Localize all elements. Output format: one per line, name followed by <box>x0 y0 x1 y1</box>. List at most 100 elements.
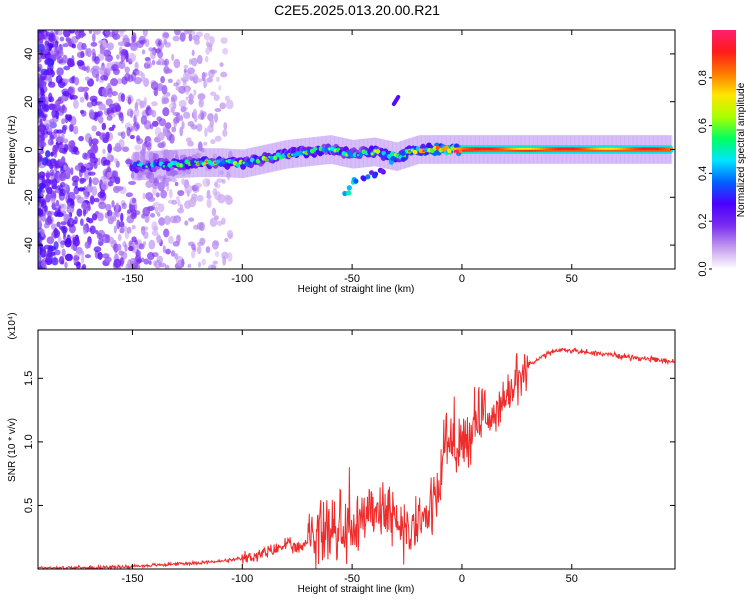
noise-speckle <box>89 225 96 235</box>
ridge-core-cell <box>551 147 555 150</box>
noise-speckle <box>151 120 159 127</box>
noise-speckle <box>172 35 180 42</box>
noise-speckle <box>181 178 185 185</box>
ridge-core <box>179 164 183 167</box>
noise-speckle <box>191 57 198 67</box>
noise-speckle <box>79 218 84 226</box>
noise-speckle <box>73 186 80 195</box>
ridge-core-cell <box>591 147 594 150</box>
noise-speckle <box>143 258 150 265</box>
noise-speckle <box>63 90 69 96</box>
noise-speckle <box>126 226 132 234</box>
noise-speckle <box>113 34 119 41</box>
ridge-core-cell <box>534 147 537 150</box>
noise-speckle <box>214 113 218 123</box>
spectrogram-y-axis: -40 -20 0 20 40 <box>23 48 675 253</box>
noise-speckle <box>102 253 110 259</box>
noise-speckle <box>38 232 42 243</box>
noise-speckle <box>161 31 170 40</box>
noise-speckle <box>126 126 131 137</box>
noise-speckle <box>203 141 208 146</box>
noise-speckle <box>211 207 217 217</box>
noise-speckle <box>181 258 185 268</box>
ridge-core <box>145 165 149 168</box>
ridge-core-cell <box>635 147 638 150</box>
noise-speckle <box>59 158 64 167</box>
upper-blob <box>391 94 401 107</box>
noise-speckle <box>151 153 160 161</box>
noise-speckle <box>185 96 189 101</box>
ridge-core-cell <box>589 147 592 150</box>
snr-y-multiplier: (x10⁴) <box>7 312 18 339</box>
noise-speckle <box>193 224 200 230</box>
noise-speckle <box>53 227 58 237</box>
noise-speckle <box>156 175 163 181</box>
noise-speckle <box>105 234 110 244</box>
noise-speckle <box>100 74 108 81</box>
ridge-core-cell <box>477 147 480 150</box>
noise-speckle <box>209 36 215 45</box>
y-tick-label: 1.0 <box>23 434 35 449</box>
noise-speckle <box>56 67 64 76</box>
ridge-core-cell <box>593 147 597 150</box>
noise-speckle <box>136 135 141 142</box>
noise-speckle <box>98 237 104 247</box>
noise-speckle <box>95 111 101 118</box>
ridge-core-cell <box>604 147 608 150</box>
noise-speckle <box>187 263 192 268</box>
noise-speckle <box>144 38 150 48</box>
y-tick-label: 40 <box>23 48 35 60</box>
noise-speckle <box>38 182 46 189</box>
x-tick-label: -150 <box>121 273 143 285</box>
noise-speckle <box>62 54 68 64</box>
branch-blob <box>365 174 371 180</box>
noise-speckle <box>204 78 208 88</box>
ridge-core-cell <box>492 147 496 150</box>
ridge-core-cell <box>569 147 572 150</box>
noise-speckle <box>51 197 56 205</box>
noise-speckle <box>166 149 174 160</box>
noise-speckle <box>183 111 191 119</box>
noise-speckle <box>65 193 71 204</box>
branch-blob <box>342 190 348 197</box>
noise-speckle <box>175 86 181 91</box>
noise-speckle <box>114 176 121 185</box>
noise-speckle <box>105 98 113 106</box>
noise-speckle <box>55 199 60 207</box>
x-tick-label: -100 <box>231 573 253 585</box>
noise-speckle <box>177 199 181 207</box>
ridge-core-cell <box>519 147 522 150</box>
noise-speckle <box>94 56 100 65</box>
snr-frame <box>37 329 676 570</box>
noise-speckle <box>91 186 98 197</box>
snr-series-line <box>38 347 675 569</box>
noise-speckle <box>68 123 74 133</box>
ridge-core-cell <box>617 147 621 150</box>
x-tick-label: 0 <box>459 573 465 585</box>
noise-speckle <box>227 252 233 262</box>
noise-speckle <box>80 50 85 58</box>
noise-speckle <box>38 215 42 225</box>
noise-speckle <box>101 122 107 131</box>
ridge-core-cell <box>578 147 581 150</box>
noise-speckle <box>84 241 91 249</box>
noise-speckle <box>140 115 148 125</box>
noise-speckle <box>70 94 78 100</box>
noise-speckle <box>170 170 178 176</box>
noise-speckle <box>53 241 59 250</box>
noise-speckle <box>38 30 44 34</box>
noise-speckle <box>61 260 65 265</box>
ridge-core-cell <box>584 147 588 150</box>
noise-speckle <box>210 264 217 269</box>
noise-speckle <box>40 228 45 238</box>
noise-speckle <box>121 202 127 210</box>
noise-speckle <box>46 159 53 167</box>
noise-speckle <box>227 233 233 240</box>
noise-speckle <box>38 247 41 255</box>
ridge <box>129 142 674 174</box>
ridge-core-cell <box>514 147 518 150</box>
noise-speckle <box>56 142 64 150</box>
noise-speckle <box>118 112 124 122</box>
noise-speckle <box>102 148 106 155</box>
noise-speckle <box>196 194 204 202</box>
